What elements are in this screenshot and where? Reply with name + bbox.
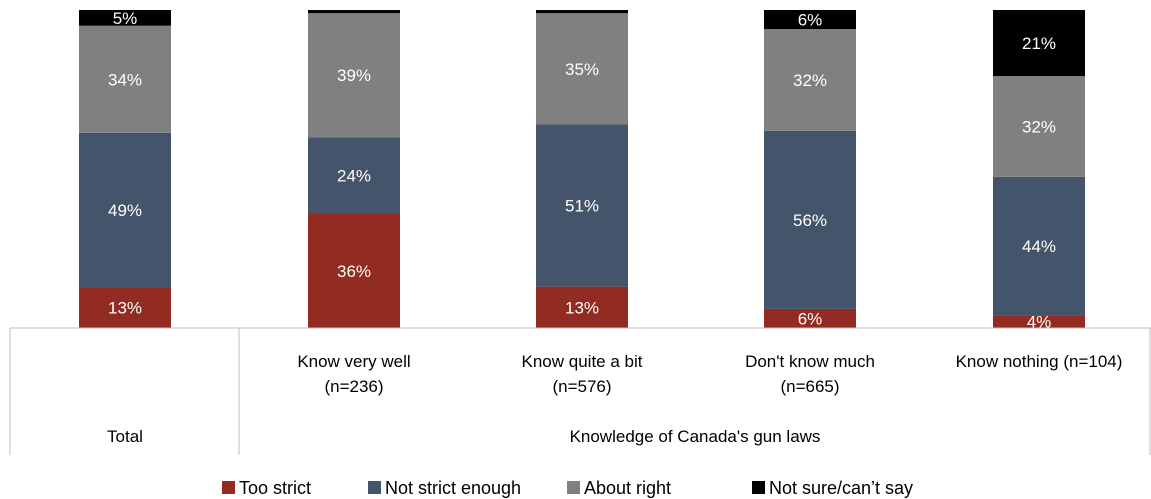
bar-segment (536, 13, 628, 125)
category-label: Know nothing (n=104) (956, 352, 1123, 371)
data-label: 51% (565, 197, 599, 216)
category-label: Know quite a bit (522, 352, 643, 371)
data-label: 13% (565, 298, 599, 317)
category-axis-table: Know very well (n=236) Know quite a bit (n=… (9, 327, 1151, 455)
data-label: 49% (108, 201, 142, 220)
data-label: 44% (1022, 237, 1056, 256)
data-label: 32% (1022, 117, 1056, 136)
bar-segment (764, 10, 856, 30)
legend-swatch (222, 481, 235, 494)
data-label: 56% (793, 211, 827, 230)
bar-segment (79, 132, 171, 288)
group-label: Total (107, 427, 143, 446)
data-label: 4% (1027, 313, 1052, 332)
group-label: Knowledge of Canada's gun laws (570, 427, 821, 446)
bar-segment (308, 13, 400, 138)
legend-swatch (567, 481, 580, 494)
bar-segment (79, 287, 171, 328)
data-label: 32% (793, 71, 827, 90)
legend-label: Too strict (239, 478, 311, 498)
bar-segment (536, 286, 628, 328)
bar-segment (536, 10, 628, 14)
bar-segment (993, 176, 1085, 316)
category-label: (n=236) (324, 377, 383, 396)
data-label: 13% (108, 299, 142, 318)
legend-label: Not strict enough (385, 478, 521, 498)
bar-segment (308, 10, 400, 14)
category-label: (n=576) (552, 377, 611, 396)
data-label: 21% (1022, 34, 1056, 53)
legend-label: Not sure/can’t say (769, 478, 913, 498)
data-label: 24% (337, 166, 371, 185)
bar-segment (79, 25, 171, 133)
data-label: 34% (108, 70, 142, 89)
data-label: 5% (113, 9, 138, 28)
bar-segment (993, 76, 1085, 177)
bar-segment (764, 130, 856, 309)
category-label: Don't know much (745, 352, 875, 371)
legend-swatch (368, 481, 381, 494)
category-label: Know very well (297, 352, 410, 371)
bar-segment (764, 308, 856, 328)
bar-segment (308, 137, 400, 214)
legend-label: About right (584, 478, 671, 498)
bar-segment (536, 124, 628, 287)
bar-segment (79, 10, 171, 26)
bar-segment (993, 315, 1085, 328)
bar-segment (308, 213, 400, 328)
data-label: 6% (798, 309, 823, 328)
data-label: 39% (337, 66, 371, 85)
bar-segment (764, 29, 856, 131)
data-label: 36% (337, 262, 371, 281)
data-label: 35% (565, 60, 599, 79)
bars-layer: 13% 49% 34% 5% 36% 24% 39% 13% 51% 35% 6% 56% 32% 6% 4… (79, 9, 1085, 332)
bar-segment (993, 10, 1085, 77)
data-label: 6% (798, 11, 823, 30)
legend: Too strict Not strict enough About right No… (222, 478, 913, 498)
legend-swatch (752, 481, 765, 494)
category-label: (n=665) (780, 377, 839, 396)
